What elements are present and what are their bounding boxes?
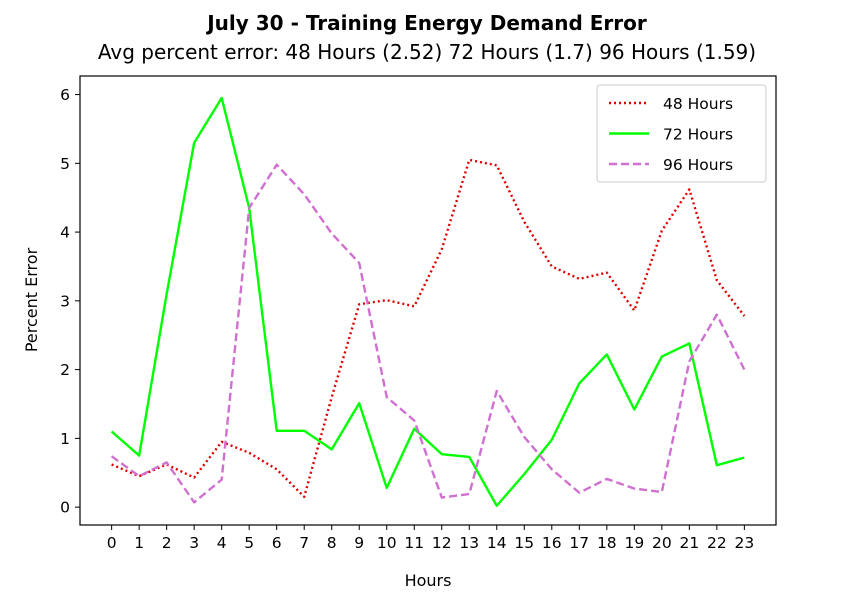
y-tick-label: 1	[60, 430, 70, 448]
x-tick-label: 21	[679, 534, 699, 552]
x-tick-label: 15	[514, 534, 534, 552]
x-tick-label: 9	[354, 534, 364, 552]
legend-label: 96 Hours	[663, 156, 733, 174]
x-tick-label: 18	[597, 534, 617, 552]
x-tick-label: 6	[272, 534, 282, 552]
x-tick-label: 16	[542, 534, 562, 552]
series-line-48-hours	[111, 158, 746, 499]
x-tick-label: 11	[404, 534, 424, 552]
y-tick-label: 4	[60, 224, 70, 242]
y-tick-label: 0	[60, 499, 70, 517]
y-axis-label: Percent Error	[22, 247, 41, 352]
x-tick-label: 2	[162, 534, 172, 552]
chart-title: July 30 - Training Energy Demand Error	[207, 11, 647, 35]
x-tick-label: 10	[377, 534, 397, 552]
x-tick-label: 7	[299, 534, 309, 552]
chart-subtitle: Avg percent error: 48 Hours (2.52) 72 Ho…	[97, 40, 757, 64]
x-axis: 0 1 2 3 4 5 6 7 8 9 10 11 12 13 14 15 16 17 18 19 20 21 22 23	[107, 525, 754, 552]
x-tick-label: 0	[107, 534, 117, 552]
x-tick-label: 12	[432, 534, 452, 552]
x-tick-label: 22	[707, 534, 727, 552]
x-tick-label: 3	[189, 534, 199, 552]
x-tick-label: 19	[624, 534, 644, 552]
y-tick-label: 2	[60, 361, 70, 379]
x-axis-label: Hours	[405, 571, 452, 590]
legend: 48 Hours 72 Hours 96 Hours	[596, 84, 767, 183]
x-tick-label: 14	[487, 534, 507, 552]
x-tick-label: 20	[652, 534, 672, 552]
x-tick-label: 17	[569, 534, 589, 552]
legend-label: 72 Hours	[663, 126, 733, 144]
x-tick-label: 4	[217, 534, 227, 552]
y-axis: 0 1 2 3 4 5 6	[60, 86, 80, 517]
x-tick-label: 8	[327, 534, 337, 552]
y-tick-label: 3	[60, 292, 70, 310]
x-tick-label: 23	[734, 534, 754, 552]
series-line-72-hours	[110, 96, 745, 507]
legend-box	[596, 84, 767, 183]
y-tick-label: 5	[60, 155, 70, 173]
legend-label: 48 Hours	[663, 95, 733, 113]
x-tick-label: 1	[134, 534, 144, 552]
x-tick-label: 5	[244, 534, 254, 552]
series-lines	[110, 96, 746, 507]
y-tick-label: 6	[60, 86, 70, 104]
series-line-96-hours	[110, 163, 746, 504]
x-tick-label: 13	[459, 534, 479, 552]
